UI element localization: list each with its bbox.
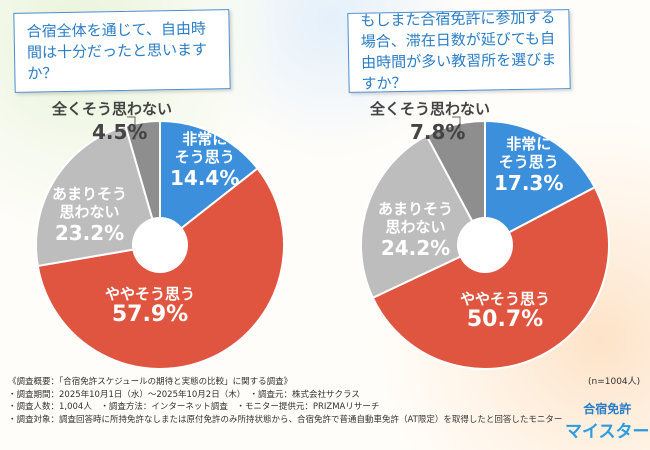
pie1-label-notmuch: あまりそう 思わない 23.2% [52, 185, 128, 245]
pie1-label-somewhat: ややそう思う 57.9% [105, 285, 196, 327]
pie1-leader-line [127, 116, 136, 140]
sample-size: (n=1004人) [588, 377, 641, 387]
pie1-label-very: 非常に そう思う 14.4% [170, 130, 240, 190]
pie2-slice-3 [425, 119, 486, 246]
pie1-hole [132, 217, 188, 273]
pie2-label-notatall: 全くそう思わない [370, 100, 491, 118]
pie2-slice-1 [371, 185, 610, 370]
pie2-slice-2 [360, 134, 487, 300]
logo: 合宿免許 マイスター [565, 402, 650, 442]
pie2-slice-0 [484, 119, 597, 247]
pie2-label-notmuch: あまりそう 思わない 24.2% [378, 200, 454, 260]
pie1-value-notatall: 4.5% [92, 120, 148, 144]
pie2-value-notatall: 7.8% [410, 120, 466, 144]
pie2-label-somewhat: ややそう思う 50.7% [460, 290, 551, 332]
pie1-slice-0 [159, 119, 259, 248]
pie2-hole [457, 217, 513, 273]
survey-footer: 《調査概要：「合宿免許スケジュールの期待と実態の比較」に関する調査》 ・調査期間：… [8, 377, 563, 425]
pie2-label-very: 非常に そう思う 17.3% [494, 135, 564, 195]
pie1-slice-3 [124, 119, 161, 246]
pie1-label-notatall: 全くそう思わない [52, 100, 173, 118]
pie2-leader-line [452, 116, 461, 140]
pie1-slice-2 [35, 124, 162, 268]
